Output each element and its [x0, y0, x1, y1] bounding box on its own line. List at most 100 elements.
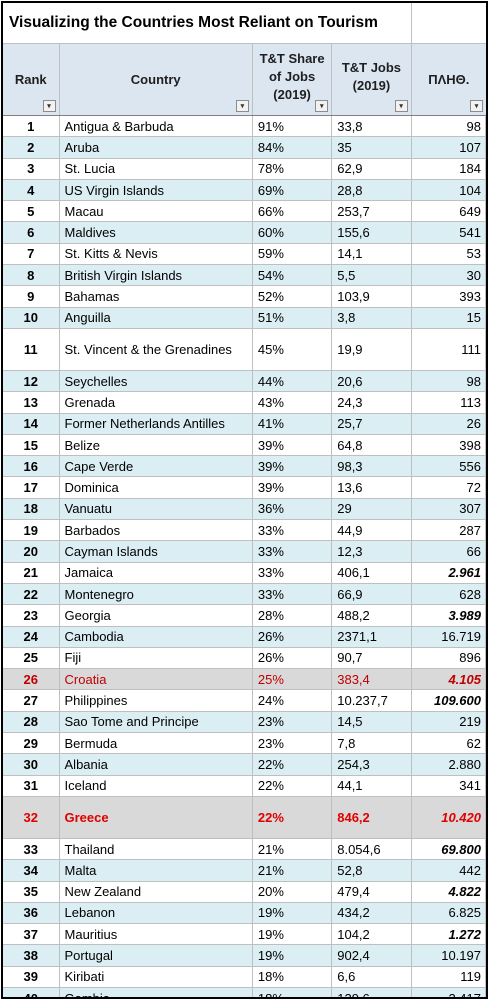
pop-cell[interactable]: 307	[412, 498, 486, 520]
rank-cell[interactable]: 34	[3, 860, 60, 881]
pop-cell[interactable]: 119	[412, 966, 486, 987]
jobs-cell[interactable]: 7,8	[332, 733, 412, 754]
dropdown-filter-icon[interactable]: ▾	[469, 100, 483, 112]
rank-cell[interactable]: 40	[3, 987, 60, 997]
share-cell[interactable]: 26%	[253, 626, 333, 647]
pop-cell[interactable]: 896	[412, 647, 486, 669]
pop-cell[interactable]: 649	[412, 201, 486, 222]
jobs-cell[interactable]: 254,3	[332, 754, 412, 775]
share-cell[interactable]: 84%	[253, 137, 333, 158]
pop-cell[interactable]: 4.822	[412, 881, 486, 902]
share-cell[interactable]: 51%	[253, 307, 333, 328]
jobs-cell[interactable]: 14,1	[332, 243, 412, 265]
rank-cell[interactable]: 25	[3, 647, 60, 669]
country-cell[interactable]: Malta	[60, 860, 253, 881]
country-cell[interactable]: St. Vincent & the Grenadines	[60, 328, 253, 370]
jobs-cell[interactable]: 5,5	[332, 265, 412, 286]
dropdown-filter-icon[interactable]: ▾	[315, 100, 329, 112]
jobs-cell[interactable]: 29	[332, 498, 412, 520]
jobs-cell[interactable]: 3,8	[332, 307, 412, 328]
country-cell[interactable]: Portugal	[60, 945, 253, 966]
pop-cell[interactable]: 16.719	[412, 626, 486, 647]
pop-cell[interactable]: 2.417	[412, 987, 486, 997]
share-cell[interactable]: 69%	[253, 179, 333, 201]
pop-cell[interactable]: 72	[412, 477, 486, 498]
pop-cell[interactable]: 442	[412, 860, 486, 881]
country-cell[interactable]: Gambia	[60, 987, 253, 997]
rank-cell[interactable]: 29	[3, 733, 60, 754]
pop-cell[interactable]: 10.420	[412, 796, 486, 838]
rank-cell[interactable]: 37	[3, 924, 60, 945]
rank-cell[interactable]: 30	[3, 754, 60, 775]
jobs-cell[interactable]: 488,2	[332, 605, 412, 626]
rank-cell[interactable]: 33	[3, 838, 60, 860]
jobs-cell[interactable]: 479,4	[332, 881, 412, 902]
share-cell[interactable]: 33%	[253, 541, 333, 562]
country-cell[interactable]: US Virgin Islands	[60, 179, 253, 201]
share-cell[interactable]: 39%	[253, 456, 333, 477]
pop-cell[interactable]: 628	[412, 583, 486, 605]
country-cell[interactable]: Seychelles	[60, 370, 253, 392]
share-cell[interactable]: 25%	[253, 669, 333, 690]
country-cell[interactable]: Dominica	[60, 477, 253, 498]
pop-cell[interactable]: 287	[412, 520, 486, 541]
share-cell[interactable]: 20%	[253, 881, 333, 902]
country-cell[interactable]: St. Lucia	[60, 158, 253, 179]
country-cell[interactable]: Lebanon	[60, 902, 253, 924]
rank-cell[interactable]: 16	[3, 456, 60, 477]
country-cell[interactable]: Barbados	[60, 520, 253, 541]
country-cell[interactable]: Vanuatu	[60, 498, 253, 520]
jobs-cell[interactable]: 253,7	[332, 201, 412, 222]
pop-cell[interactable]: 104	[412, 179, 486, 201]
pop-cell[interactable]: 107	[412, 137, 486, 158]
pop-cell[interactable]: 2.961	[412, 562, 486, 583]
pop-cell[interactable]: 30	[412, 265, 486, 286]
jobs-cell[interactable]: 155,6	[332, 222, 412, 243]
share-cell[interactable]: 78%	[253, 158, 333, 179]
pop-cell[interactable]: 62	[412, 733, 486, 754]
country-cell[interactable]: Mauritius	[60, 924, 253, 945]
country-cell[interactable]: Bahamas	[60, 286, 253, 307]
share-cell[interactable]: 52%	[253, 286, 333, 307]
share-cell[interactable]: 43%	[253, 392, 333, 413]
jobs-cell[interactable]: 10.237,7	[332, 690, 412, 711]
pop-cell[interactable]: 2.880	[412, 754, 486, 775]
jobs-cell[interactable]: 44,9	[332, 520, 412, 541]
pop-cell[interactable]: 4.105	[412, 669, 486, 690]
share-cell[interactable]: 22%	[253, 775, 333, 796]
country-cell[interactable]: Thailand	[60, 838, 253, 860]
country-cell[interactable]: Former Netherlands Antilles	[60, 413, 253, 434]
share-cell[interactable]: 33%	[253, 583, 333, 605]
share-cell[interactable]: 23%	[253, 733, 333, 754]
share-cell[interactable]: 18%	[253, 966, 333, 987]
rank-cell[interactable]: 26	[3, 669, 60, 690]
rank-cell[interactable]: 38	[3, 945, 60, 966]
country-cell[interactable]: Anguilla	[60, 307, 253, 328]
pop-cell[interactable]: 69.800	[412, 838, 486, 860]
share-cell[interactable]: 36%	[253, 498, 333, 520]
country-cell[interactable]: Cape Verde	[60, 456, 253, 477]
country-cell[interactable]: Kiribati	[60, 966, 253, 987]
share-cell[interactable]: 23%	[253, 711, 333, 733]
country-cell[interactable]: Belize	[60, 434, 253, 456]
rank-cell[interactable]: 1	[3, 116, 60, 137]
share-cell[interactable]: 33%	[253, 520, 333, 541]
jobs-cell[interactable]: 90,7	[332, 647, 412, 669]
rank-cell[interactable]: 8	[3, 265, 60, 286]
pop-cell[interactable]: 111	[412, 328, 486, 370]
pop-cell[interactable]: 98	[412, 116, 486, 137]
rank-cell[interactable]: 27	[3, 690, 60, 711]
share-cell[interactable]: 54%	[253, 265, 333, 286]
country-cell[interactable]: Macau	[60, 201, 253, 222]
pop-cell[interactable]: 393	[412, 286, 486, 307]
pop-cell[interactable]: 6.825	[412, 902, 486, 924]
jobs-cell[interactable]: 103,9	[332, 286, 412, 307]
country-cell[interactable]: Cambodia	[60, 626, 253, 647]
country-cell[interactable]: Sao Tome and Principe	[60, 711, 253, 733]
jobs-cell[interactable]: 12,3	[332, 541, 412, 562]
country-cell[interactable]: Cayman Islands	[60, 541, 253, 562]
pop-cell[interactable]: 219	[412, 711, 486, 733]
pop-cell[interactable]: 53	[412, 243, 486, 265]
jobs-cell[interactable]: 129,6	[332, 987, 412, 997]
jobs-cell[interactable]: 902,4	[332, 945, 412, 966]
